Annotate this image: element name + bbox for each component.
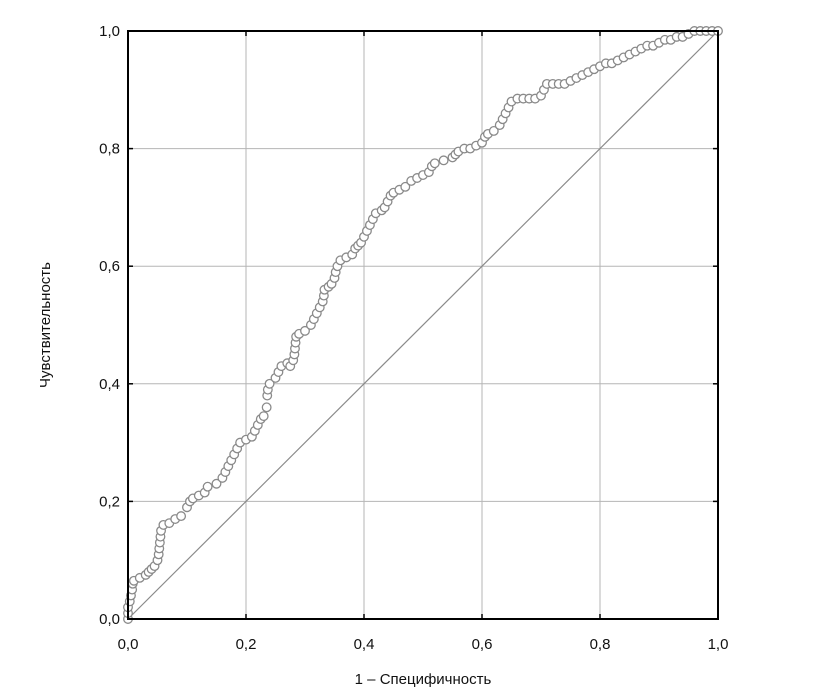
roc-point	[264, 378, 275, 389]
x-tick-label: 1,0	[708, 636, 729, 653]
roc-point	[429, 158, 440, 169]
x-tick-label: 0,0	[118, 636, 139, 653]
roc-point	[261, 402, 272, 413]
y-tick-label: 1,0	[99, 23, 120, 40]
x-axis-title: 1 – Специфичность	[355, 671, 492, 688]
y-tick-label: 0,0	[99, 611, 120, 628]
roc-point	[300, 325, 310, 336]
y-axis-tick-labels: 0,0 0,2 0,4 0,6 0,8 1,0	[99, 23, 120, 628]
roc-point	[258, 411, 269, 422]
x-tick-label: 0,4	[354, 636, 375, 653]
x-tick-label: 0,8	[590, 636, 611, 653]
y-tick-label: 0,4	[99, 376, 120, 393]
roc-point	[488, 126, 499, 136]
roc-point	[202, 481, 213, 492]
roc-point	[176, 511, 187, 522]
grid-lines	[128, 31, 718, 619]
roc-point	[438, 155, 449, 166]
roc-point	[211, 478, 222, 489]
plot-frame	[127, 30, 719, 620]
x-axis-tick-labels: 0,0 0,2 0,4 0,6 0,8 1,0	[118, 636, 729, 653]
x-tick-label: 0,2	[236, 636, 257, 653]
y-tick-label: 0,8	[99, 141, 120, 158]
axis-ticks	[127, 30, 719, 620]
reference-diagonal-line	[127, 30, 719, 620]
x-tick-label: 0,6	[472, 636, 493, 653]
y-axis-title: Чувствительность	[37, 262, 54, 388]
roc-curve-points	[123, 26, 723, 624]
y-tick-label: 0,6	[99, 258, 120, 275]
y-tick-label: 0,2	[99, 493, 120, 510]
roc-point	[400, 181, 411, 192]
